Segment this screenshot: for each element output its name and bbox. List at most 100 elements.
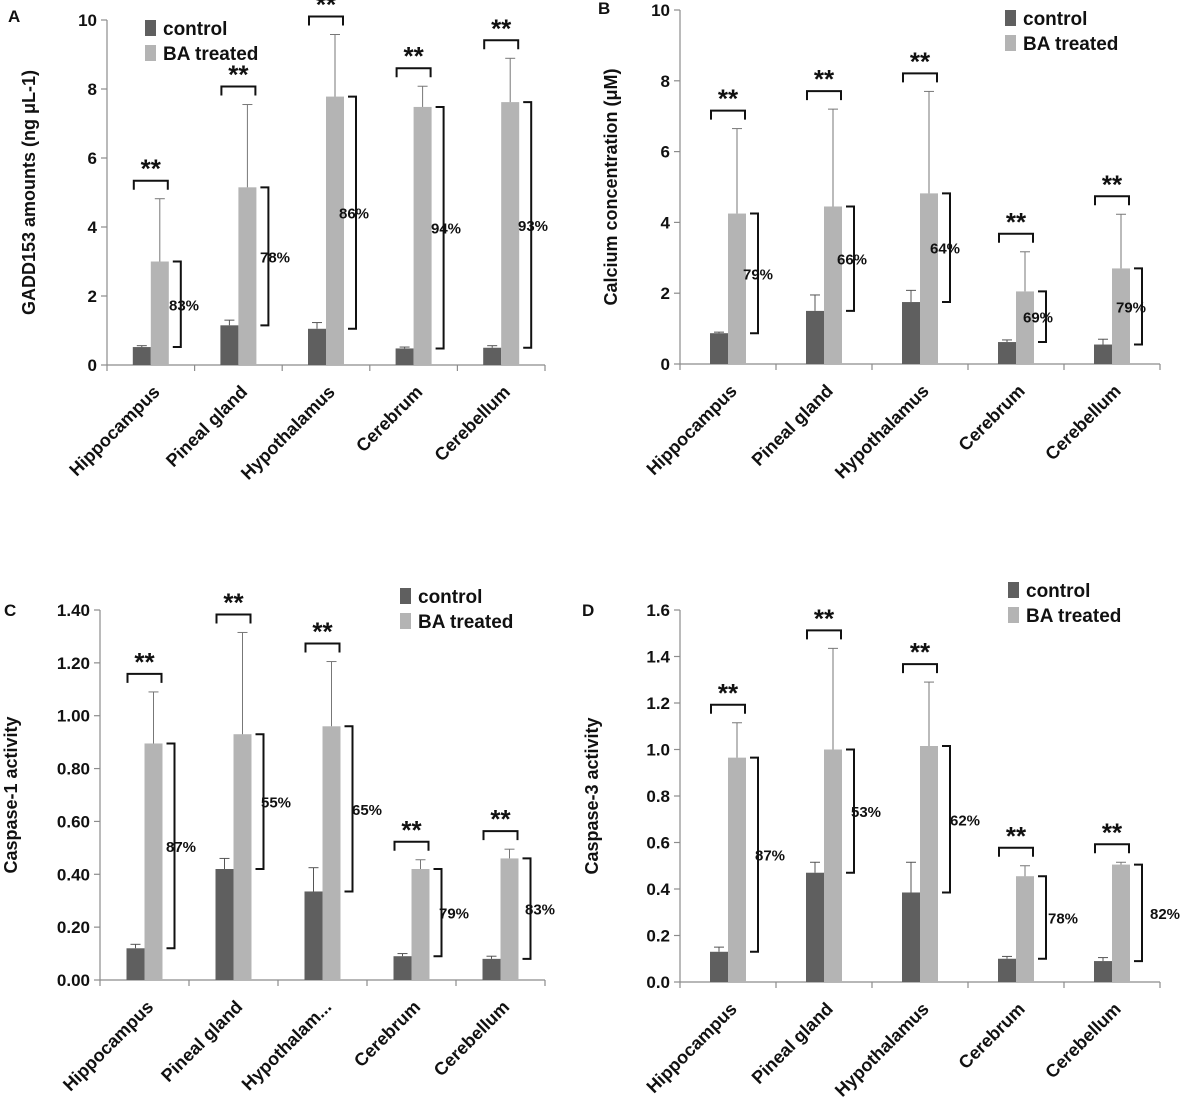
- category-group: **53%Pineal gland: [748, 603, 881, 1087]
- y-tick-label: 0: [661, 355, 670, 374]
- percent-label: 87%: [166, 839, 196, 856]
- category-group: **83%Hippocampus: [65, 154, 199, 480]
- x-tick-label: Cerebellum: [430, 997, 513, 1080]
- category-group: ** 83% Cerebellum: [430, 804, 555, 1080]
- x-tick-label: Hippocampus: [59, 997, 157, 1095]
- y-tick-label: 4: [88, 218, 98, 237]
- bar-control: [998, 342, 1016, 364]
- category-group: **65%Hypothalam...: [238, 617, 382, 1095]
- x-tick-label: Cerebellum: [1041, 381, 1124, 464]
- percent-label: 93%: [518, 218, 548, 235]
- significance-stars: **: [1102, 169, 1123, 199]
- bar-control: [710, 952, 728, 982]
- x-tick-label: Hypothalamus: [831, 999, 933, 1101]
- bar-treated: [1112, 865, 1130, 982]
- y-tick-label: 2: [661, 284, 670, 303]
- bar-control: [394, 956, 412, 980]
- bar-treated: [501, 858, 519, 980]
- legend-label: control: [163, 19, 227, 40]
- bar-treated: [326, 97, 344, 365]
- legend-swatch-treated: [145, 45, 156, 61]
- significance-stars: **: [312, 617, 333, 647]
- bar-treated: [412, 869, 430, 980]
- y-axis-label: Caspase-1 activity: [1, 716, 21, 873]
- y-tick-label: 1.20: [57, 654, 90, 673]
- percent-label: 78%: [260, 249, 290, 266]
- y-tick-label: 1.00: [57, 707, 90, 726]
- figure-canvas: AGADD153 amounts (ng μL-1)0246810 control…: [0, 0, 1185, 1107]
- legend-swatch-treated: [1005, 35, 1016, 51]
- x-tick-label: Pineal gland: [748, 381, 837, 470]
- y-tick-label: 0.6: [646, 834, 670, 853]
- significance-stars: **: [910, 637, 931, 667]
- bar-control: [1094, 345, 1112, 364]
- x-tick-label: Cerebrum: [955, 381, 1029, 455]
- panel-b: BCalcium concentration (μM)0246810 contro…: [598, 0, 1160, 483]
- bar-treated: [920, 746, 938, 982]
- y-axis-label: GADD153 amounts (ng μL-1): [19, 70, 39, 315]
- bar-control: [127, 948, 145, 980]
- significance-stars: **: [718, 84, 739, 114]
- bar-control: [902, 302, 920, 364]
- bar-treated: [323, 726, 341, 980]
- bar-treated: [1016, 876, 1034, 982]
- bar-control: [998, 959, 1016, 982]
- y-tick-label: 10: [651, 1, 670, 20]
- significance-stars: **: [403, 41, 424, 71]
- percent-label: 65%: [352, 802, 382, 819]
- x-tick-label: Hypothalamus: [237, 382, 339, 484]
- panel-letter: D: [582, 601, 594, 620]
- y-tick-label: 0.00: [57, 971, 90, 990]
- bar-treated: [145, 743, 163, 980]
- category-group: ** 55% Pineal gland: [157, 587, 291, 1085]
- panel-d: DCaspase-3 activity0.00.20.40.60.81.01.2…: [582, 581, 1180, 1101]
- category-group: **86%Hypothalamus: [237, 0, 369, 484]
- category-group: ** 69% Cerebrum: [955, 207, 1053, 455]
- bar-control: [483, 959, 501, 980]
- category-group: ** 79% Cerebellum: [1041, 169, 1146, 464]
- x-tick-label: Cerebrum: [350, 997, 424, 1071]
- legend-swatch-control: [145, 20, 156, 36]
- legend-swatch-treated: [1008, 607, 1019, 623]
- percent-label: 83%: [525, 902, 555, 919]
- percent-label: 79%: [743, 266, 773, 283]
- bar-treated: [414, 107, 432, 365]
- percent-bracket: [1134, 865, 1142, 961]
- y-tick-label: 1.0: [646, 741, 670, 760]
- y-tick-label: 2: [88, 287, 97, 306]
- significance-stars: **: [1006, 821, 1027, 851]
- significance-stars: **: [316, 0, 337, 19]
- bar-control: [308, 329, 326, 365]
- y-tick-label: 0.20: [57, 918, 90, 937]
- legend-label: BA treated: [418, 612, 513, 633]
- legend-swatch-treated: [400, 613, 411, 629]
- x-tick-label: Hippocampus: [65, 382, 163, 480]
- y-tick-label: 0.4: [646, 880, 670, 899]
- legend-label: BA treated: [1026, 606, 1121, 627]
- x-tick-label: Cerebrum: [955, 999, 1029, 1073]
- bar-treated: [728, 758, 746, 982]
- bar-control: [216, 869, 234, 980]
- y-tick-label: 0.60: [57, 812, 90, 831]
- bar-treated: [728, 214, 746, 364]
- y-tick-label: 0.8: [646, 787, 670, 806]
- category-group: ** 93% Cerebellum: [431, 13, 548, 465]
- panel-letter: A: [8, 7, 20, 26]
- bar-control: [483, 348, 501, 365]
- x-tick-label: Cerebellum: [431, 382, 514, 465]
- bar-control: [220, 325, 238, 365]
- x-tick-label: Pineal gland: [748, 999, 837, 1088]
- percent-label: 82%: [1150, 906, 1180, 923]
- y-tick-label: 1.4: [646, 648, 670, 667]
- y-tick-label: 0.40: [57, 865, 90, 884]
- significance-stars: **: [490, 804, 511, 834]
- legend-label: control: [418, 587, 482, 608]
- panel-a: AGADD153 amounts (ng μL-1)0246810 control…: [8, 0, 548, 484]
- percent-label: 66%: [837, 252, 867, 269]
- percent-label: 79%: [439, 906, 469, 923]
- x-tick-label: Pineal gland: [157, 997, 246, 1086]
- legend: control BA treated: [400, 587, 513, 633]
- significance-stars: **: [1102, 817, 1123, 847]
- legend-swatch-control: [1005, 10, 1016, 26]
- legend-swatch-control: [400, 588, 411, 604]
